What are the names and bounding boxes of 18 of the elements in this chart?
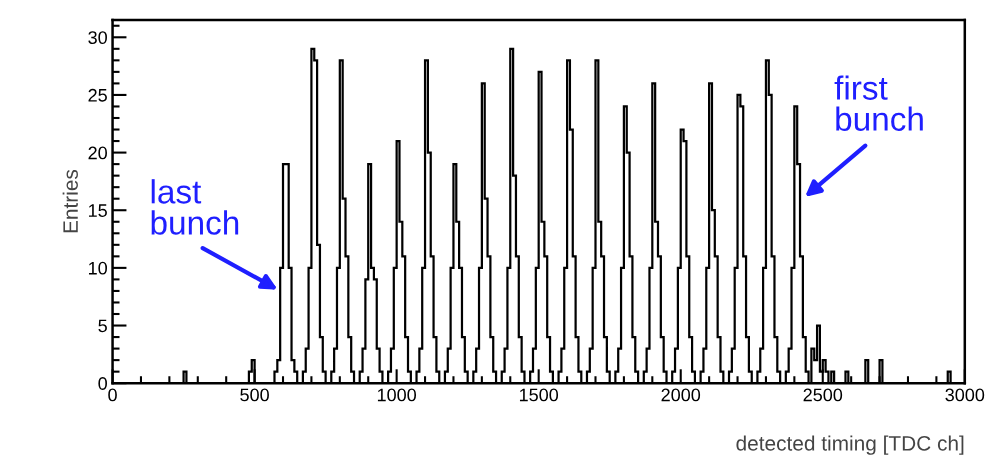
y-tick-label: 30 — [88, 31, 107, 45]
annotation: last bunch — [151, 179, 239, 235]
y-tick-label: 10 — [88, 261, 107, 275]
annotation: first bunch — [834, 75, 923, 131]
x-tick-label: 2000 — [661, 388, 701, 402]
x-tick-label: 2500 — [803, 388, 843, 402]
y-tick-label: 5 — [98, 319, 107, 333]
x-tick-label: 500 — [240, 388, 269, 402]
x-tick-label: 1000 — [377, 388, 417, 402]
x-axis-title: detected timing [TDC ch] — [736, 435, 964, 455]
x-tick-label: 1500 — [519, 388, 559, 402]
y-axis-title: Entries — [62, 169, 78, 233]
y-tick-label: 15 — [88, 204, 107, 217]
y-tick-label: 25 — [88, 88, 107, 102]
y-tick-label: 20 — [88, 146, 107, 160]
x-tick-label: 0 — [108, 388, 117, 402]
y-tick-label: 0 — [98, 377, 107, 390]
x-tick-label: 3000 — [945, 388, 985, 402]
